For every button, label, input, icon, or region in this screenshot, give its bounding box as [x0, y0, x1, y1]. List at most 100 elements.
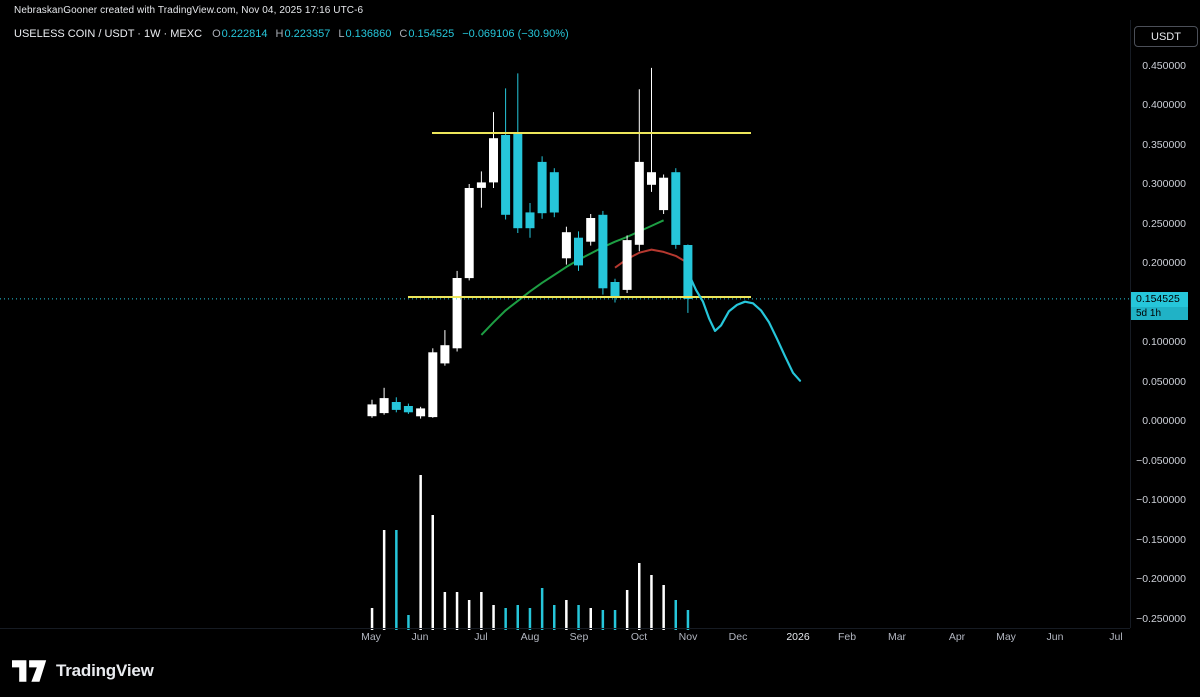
candle-body — [525, 212, 535, 229]
volume-bar — [395, 530, 398, 630]
volume-bar — [443, 592, 447, 630]
bar-countdown: 5d 1h — [1131, 307, 1188, 320]
time-tick-month: Jun — [411, 631, 429, 643]
price-tick-label: 0.300000 — [1142, 178, 1186, 190]
volume-bar — [650, 575, 653, 630]
candle-body — [659, 177, 669, 211]
volume-bar — [674, 600, 677, 630]
price-tick-label: 0.000000 — [1142, 415, 1186, 427]
candle-body — [671, 172, 681, 245]
price-tick-label: 0.100000 — [1142, 336, 1186, 348]
volume-bar — [565, 600, 568, 630]
volume-bar — [504, 608, 507, 630]
price-tick-label: 0.450000 — [1142, 60, 1186, 72]
candle-body — [501, 135, 511, 215]
volume-bar — [480, 592, 483, 630]
chart-header: USELESS COIN / USDT · 1W · MEXC O0.22281… — [14, 28, 569, 40]
time-tick-month: Dec — [728, 631, 748, 643]
price-tick-label: 0.400000 — [1142, 99, 1186, 111]
candle-body — [610, 282, 620, 297]
candle-body — [561, 232, 571, 259]
price-tick-label: 0.200000 — [1142, 257, 1186, 269]
last-price-value: 0.154525 — [1131, 292, 1188, 307]
volume-bar — [662, 585, 665, 630]
candle-body — [549, 172, 559, 213]
projection-path[interactable] — [686, 271, 802, 382]
time-axis[interactable]: May Jun Jul Aug Sep Oct Nov Dec 2026 Feb Mar Apr May… — [0, 0, 1130, 697]
price-tick-label: −0.100000 — [1136, 494, 1186, 506]
projection-drawing — [686, 271, 802, 382]
candle-body — [391, 402, 401, 410]
candle-body — [537, 161, 547, 214]
time-tick-month: Aug — [520, 631, 540, 643]
time-tick-month: Feb — [837, 631, 857, 643]
volume-bar — [601, 610, 605, 630]
ma-green-line — [480, 219, 665, 336]
volume-bar — [370, 608, 374, 630]
candle-body — [464, 188, 474, 279]
price-axis[interactable]: 0.450000 0.400000 0.350000 0.300000 0.250000… — [1130, 0, 1200, 628]
time-axis-separator — [0, 628, 1130, 629]
volume-bar — [686, 610, 690, 630]
tradingview-wordmark: TradingView — [56, 661, 154, 680]
candle-body — [452, 278, 462, 349]
price-tick-label: −0.050000 — [1136, 455, 1186, 467]
candle-body — [379, 398, 389, 414]
volume-bar — [419, 475, 422, 630]
volume-bar — [553, 605, 556, 630]
volume-bar — [589, 608, 592, 630]
time-tick-month: Jun — [1046, 631, 1064, 643]
time-tick-month: Jul — [1109, 631, 1123, 643]
candle-body — [416, 408, 426, 417]
symbol-title[interactable]: USELESS COIN / USDT · 1W · MEXC — [14, 28, 203, 40]
tradingview-icon — [12, 660, 47, 682]
horizontal-level-lines — [408, 132, 751, 298]
volume-bar — [625, 590, 629, 630]
tradingview-logo[interactable]: TradingView — [12, 660, 154, 682]
volume-bar — [540, 588, 544, 630]
price-tick-label: −0.250000 — [1136, 613, 1186, 625]
candle-body — [428, 352, 438, 418]
price-tick-label: −0.200000 — [1136, 573, 1186, 585]
candle-body — [367, 404, 377, 417]
ohlc-open: O0.222814 — [212, 28, 268, 40]
time-tick-month: Jul — [474, 631, 488, 643]
volume-bar — [516, 605, 519, 630]
price-tick-label: −0.150000 — [1136, 534, 1186, 546]
volume-bar — [492, 605, 495, 630]
time-tick-month: Oct — [630, 631, 648, 643]
candle-body — [403, 406, 413, 413]
volume-bar — [431, 515, 434, 630]
price-axis-separator — [1130, 20, 1131, 628]
time-tick-month: May — [361, 631, 381, 643]
candle-body — [513, 133, 523, 229]
candle-body — [598, 214, 608, 289]
volume-bar — [638, 563, 641, 630]
ohlc-high: H0.223357 — [275, 28, 331, 40]
price-tick-label: 0.250000 — [1142, 218, 1186, 230]
candle-body — [440, 345, 450, 364]
time-tick-month: Nov — [678, 631, 698, 643]
time-tick-month: Sep — [569, 631, 589, 643]
price-tick-label: 0.350000 — [1142, 139, 1186, 151]
ohlc-close: C0.154525 — [399, 28, 455, 40]
candle-body — [574, 237, 583, 266]
attribution-text: NebraskanGooner created with TradingView… — [14, 5, 364, 16]
candle-body — [586, 218, 596, 242]
volume-bar — [528, 608, 532, 630]
volume-bar — [577, 605, 580, 630]
last-price-label: 0.154525 5d 1h — [1131, 292, 1188, 320]
volume-bar — [467, 600, 471, 630]
ohlc-values: O0.222814 H0.223357 L0.136860 C0.154525 … — [212, 28, 569, 40]
volume-bar — [613, 610, 617, 630]
price-tick-label: 0.050000 — [1142, 376, 1186, 388]
time-tick-year: 2026 — [786, 631, 810, 643]
candle-body — [647, 172, 656, 185]
candle-body — [622, 240, 632, 290]
ohlc-low: L0.136860 — [338, 28, 392, 40]
currency-toggle-button[interactable]: USDT — [1134, 26, 1198, 47]
volume-bar — [382, 530, 386, 630]
time-tick-month: Apr — [948, 631, 966, 643]
